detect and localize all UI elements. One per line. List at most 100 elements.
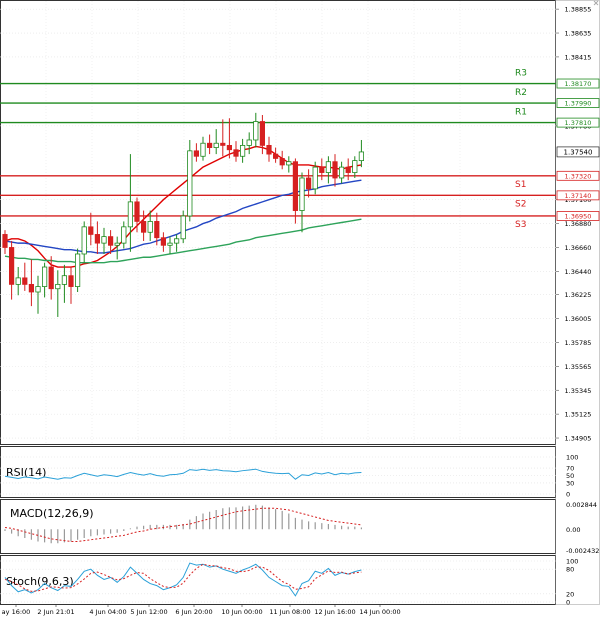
candle <box>121 221 127 249</box>
candle-body <box>213 142 219 148</box>
price-tick-label: 1.36440 <box>565 268 592 276</box>
candle-body <box>134 201 140 222</box>
candle <box>160 232 166 252</box>
candle-body <box>352 160 358 173</box>
panel-tick-label: 80 <box>566 566 574 574</box>
level-label-r1: R1 <box>515 108 527 118</box>
candle-body <box>68 275 74 287</box>
panel-tick-label: 100 <box>566 454 578 462</box>
candle <box>81 221 87 263</box>
level-label-s1: S1 <box>515 180 526 190</box>
candle <box>101 227 107 254</box>
candle <box>259 115 266 155</box>
level-price-box <box>556 170 600 181</box>
candle-body <box>345 166 351 173</box>
current-price-box <box>556 146 600 158</box>
candle <box>68 267 74 304</box>
level-price-box <box>556 117 600 128</box>
candle-body <box>233 149 239 157</box>
price-tick-label: 1.34905 <box>565 435 592 443</box>
candle-body <box>121 226 127 244</box>
stoch-k-line <box>4 562 362 597</box>
candle <box>220 119 226 157</box>
pivot-levels: R3 1.38170 R2 1.37990 R1 1.37810 S1 1.37320 S2 1.… <box>0 69 600 230</box>
candle-body <box>48 266 54 290</box>
panel-tick-label: 0.002844 <box>566 501 597 509</box>
macd-title: MACD(12,26,9) <box>10 507 94 520</box>
time-tick-label: 10 Jun 00:00 <box>221 608 262 616</box>
candle <box>299 172 305 233</box>
candle-body <box>332 161 338 179</box>
price-tick-label: 1.35125 <box>565 411 592 419</box>
candle <box>246 132 252 155</box>
candle-body <box>140 221 147 233</box>
candle-body <box>2 234 8 248</box>
time-axis: ay 16:00 2 Jun 21:01 4 Jun 04:00 5 Jun 12:0… <box>2 604 401 616</box>
price-tick-label: 1.36225 <box>565 291 592 299</box>
time-tick-label: 11 Jun 08:00 <box>269 608 310 616</box>
candle <box>28 259 35 307</box>
candle <box>338 161 345 184</box>
candle <box>173 234 180 252</box>
level-price-label: 1.37140 <box>565 192 592 200</box>
candle <box>75 248 81 292</box>
candle-body <box>61 275 68 285</box>
candle <box>345 158 351 181</box>
candle <box>114 236 120 260</box>
candle-body <box>279 158 285 166</box>
close-icon[interactable] <box>593 0 599 6</box>
time-tick-label: 2 Jun 21:01 <box>37 608 74 616</box>
candle-body <box>259 121 266 146</box>
candle-body <box>292 161 299 211</box>
candle-body <box>325 161 332 173</box>
candle <box>154 212 160 246</box>
stoch-title: Stoch(9,6,3) <box>6 575 74 588</box>
candle <box>279 150 285 170</box>
price-grid <box>0 1 556 444</box>
candle <box>305 169 312 198</box>
level-label-s2: S2 <box>515 199 526 209</box>
candle-body <box>338 166 345 179</box>
price-tick-label: 1.35785 <box>565 339 592 347</box>
panel-tick-label: 70 <box>566 465 574 473</box>
panel-tick-label: 20 <box>566 590 574 598</box>
current-price-label: 1.37540 <box>564 148 593 156</box>
candle-body <box>173 238 180 244</box>
candle-body <box>200 142 206 157</box>
current-price: 1.37540 <box>556 146 600 158</box>
time-tick-label: 6 Jun 20:00 <box>175 608 212 616</box>
macd-panel: MACD(12,26,9) 0.002844 0.00 -0.002432 <box>4 501 599 555</box>
candle-body <box>286 161 292 166</box>
level-price-box <box>556 190 600 201</box>
candle-body <box>305 177 312 190</box>
panel-tick-label: -0.002432 <box>566 547 599 555</box>
macd-signal-line <box>4 507 362 542</box>
price-tick-label: 1.36880 <box>565 220 592 228</box>
candle <box>42 262 48 298</box>
candle-body <box>108 236 114 246</box>
candle-body <box>88 226 94 235</box>
candle <box>272 147 279 163</box>
candle <box>358 139 365 168</box>
candle <box>332 154 338 187</box>
level-label-s3: S3 <box>515 220 526 230</box>
candle <box>15 267 21 296</box>
level-price-box <box>556 78 600 89</box>
candle <box>292 158 299 224</box>
candle <box>55 270 61 317</box>
level-price-box <box>556 98 600 108</box>
time-tick-label: 5 Jun 12:00 <box>130 608 167 616</box>
level-price-label: 1.37810 <box>565 119 592 127</box>
candle <box>48 256 54 300</box>
candle <box>193 143 199 162</box>
candle-body <box>75 253 81 287</box>
candle <box>319 158 325 181</box>
candle <box>233 141 239 162</box>
level-price-label: 1.36950 <box>565 212 592 220</box>
time-tick-label: 14 Jun 00:00 <box>359 608 400 616</box>
time-tick-label: 4 Jun 04:00 <box>89 608 126 616</box>
candle-body <box>220 142 226 146</box>
rsi-line <box>4 468 362 480</box>
